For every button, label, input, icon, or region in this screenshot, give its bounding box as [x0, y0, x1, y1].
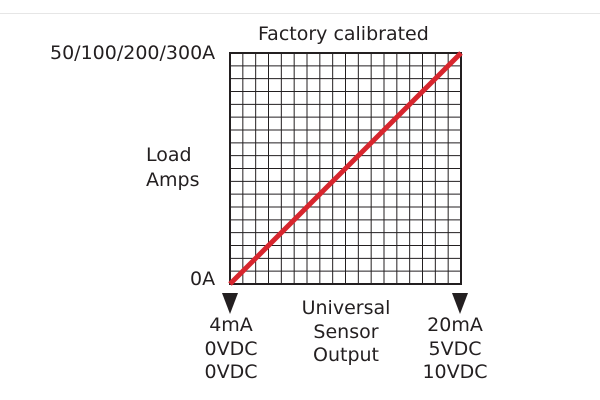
x-min-voltage-5-label: 0VDC — [204, 337, 258, 360]
x-max-voltage-5-label: 5VDC — [428, 337, 482, 360]
y-axis-name-line2: Amps — [146, 169, 200, 191]
x-axis-min-labels: 4mA 0VDC 0VDC — [194, 314, 268, 385]
y-axis-min-label: 0A — [190, 268, 216, 290]
x-axis-name: Universal Sensor Output — [294, 297, 398, 368]
x-axis-name-line2: Sensor — [313, 320, 379, 343]
x-axis-name-line3: Output — [313, 344, 379, 366]
y-axis-max-label: 50/100/200/300A — [50, 42, 216, 64]
diagram-title: Factory calibrated — [258, 23, 429, 45]
x-max-arrow-icon — [452, 293, 468, 314]
top-border-line — [0, 13, 600, 14]
x-min-current-label: 4mA — [209, 314, 253, 336]
y-axis-name-line1: Load — [146, 144, 192, 166]
x-max-voltage-10-label: 10VDC — [422, 361, 488, 383]
calibration-response-line — [228, 51, 463, 286]
x-min-arrow-icon — [222, 293, 238, 314]
x-max-current-label: 20mA — [427, 314, 483, 336]
x-min-voltage-10-label: 0VDC — [204, 361, 258, 383]
x-axis-max-labels: 20mA 5VDC 10VDC — [414, 314, 496, 385]
x-axis-name-line1: Universal — [301, 297, 391, 319]
grid-lines — [230, 53, 461, 284]
